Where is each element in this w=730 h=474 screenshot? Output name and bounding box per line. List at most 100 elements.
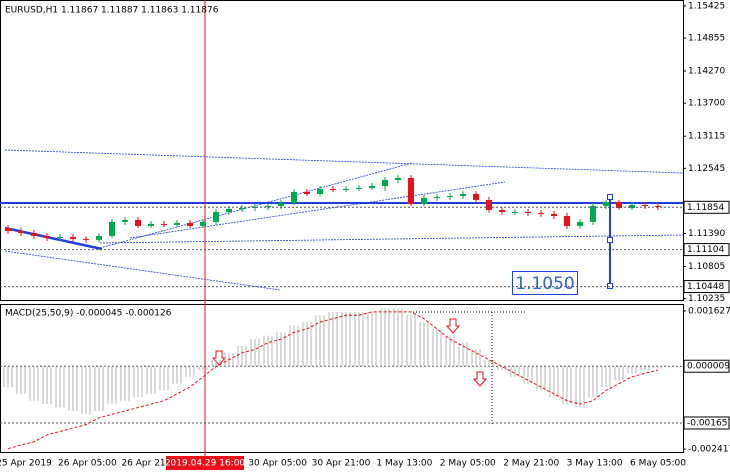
chart-title: EURUSD,H1 1.11867 1.11887 1.11863 1.1187… — [5, 6, 219, 16]
crosshair-label: 2019.04.29 16:00 — [165, 459, 246, 469]
x-tick-label: 30 Apr 05:00 — [248, 459, 307, 469]
candle-body — [408, 177, 414, 204]
annotation-box — [512, 271, 578, 295]
candle-body — [330, 188, 336, 190]
candle-body — [174, 222, 180, 225]
candle-body — [5, 227, 11, 231]
y-tick-label: 0.001627 — [688, 306, 730, 316]
y-tick-label: 1.10235 — [688, 294, 725, 304]
candle-body — [122, 219, 128, 222]
x-tick-label: 2 May 21:00 — [503, 459, 559, 469]
candle-body — [109, 221, 115, 236]
y-tick-label: 1.10805 — [688, 262, 725, 272]
candle-body — [304, 191, 310, 194]
candle-body — [18, 230, 24, 233]
level-box — [683, 243, 730, 257]
arrow — [472, 371, 488, 387]
candle-body — [83, 238, 89, 240]
candle-body — [252, 206, 258, 208]
y-tick-label: 1.11390 — [688, 229, 725, 239]
candle-body — [161, 223, 167, 225]
candle-body — [226, 208, 232, 212]
level-box — [683, 280, 730, 294]
candle-body — [31, 232, 37, 236]
arrow — [445, 318, 461, 334]
candle-body — [512, 211, 518, 213]
candle-body — [291, 191, 297, 203]
trend-line — [4, 250, 281, 291]
level-label: 0.000009 — [687, 362, 730, 372]
x-tick-label: 2 May 05:00 — [440, 459, 496, 469]
candle-body — [44, 235, 50, 238]
macd-panel — [0, 304, 684, 453]
signal-line — [7, 311, 659, 450]
price-panel — [0, 0, 684, 301]
candle-body — [265, 205, 271, 207]
candle-body — [564, 215, 570, 226]
y-tick-label: 1.14855 — [688, 34, 725, 44]
candle-body — [356, 187, 362, 189]
x-tick-label: 26 Apr 21:00 — [121, 459, 180, 469]
measure-handle — [607, 237, 613, 243]
candle-body — [434, 196, 440, 198]
candle-body — [343, 188, 349, 190]
trend-lines — [4, 149, 684, 291]
candle-body — [278, 202, 284, 206]
candle-body — [239, 207, 245, 209]
candle-body — [70, 236, 76, 239]
candle-body — [382, 179, 388, 186]
x-tick-label: 26 Apr 05:00 — [58, 459, 117, 469]
candle-body — [499, 209, 505, 212]
candle-body — [135, 219, 141, 226]
candle-body — [538, 212, 544, 214]
x-tick-label: 25 Apr 2019 — [0, 459, 52, 469]
candle-body — [96, 235, 102, 240]
measure-handle — [607, 194, 613, 200]
y-tick-label: 1.13700 — [688, 99, 725, 109]
y-tick-label: 1.14270 — [688, 67, 725, 77]
x-tick-label: 1 May 13:00 — [376, 459, 432, 469]
candle-body — [473, 193, 479, 200]
candle-body — [603, 201, 609, 206]
candle-body — [655, 205, 661, 207]
candle-body — [590, 205, 596, 222]
y-tick-label: 1.15425 — [688, 1, 725, 11]
candle-body — [200, 221, 206, 226]
candle-body — [447, 195, 453, 197]
candle-body — [187, 222, 193, 226]
level-label: 1.10448 — [687, 282, 724, 292]
annotation: 1.1050 — [515, 274, 574, 294]
x-tick-label: 30 Apr 21:00 — [312, 459, 371, 469]
y-tick-label: 1.13115 — [688, 132, 725, 142]
candle-body — [616, 201, 622, 208]
y-tick-label: 1.12545 — [688, 164, 725, 174]
candle-body — [421, 197, 427, 204]
level-label: 1.11104 — [687, 245, 724, 255]
candle-body — [486, 199, 492, 210]
measure-handle — [607, 283, 613, 289]
candle-body — [629, 204, 635, 208]
candle-body — [148, 223, 154, 226]
level-label: 1.11854 — [687, 203, 724, 213]
candle-body — [369, 185, 375, 188]
candle-body — [460, 193, 466, 196]
candle-body — [642, 204, 648, 206]
indicator-title: MACD(25,50,9) -0.000045 -0.000126 — [5, 309, 172, 319]
trend-line — [129, 181, 506, 239]
trend-line — [4, 149, 684, 174]
x-tick-label: 3 May 13:00 — [567, 459, 623, 469]
y-tick-label: -0.002417 — [688, 445, 730, 455]
trend-line — [99, 234, 684, 244]
candle-body — [317, 188, 323, 194]
candle-body — [213, 211, 219, 222]
candle-body — [525, 211, 531, 213]
crosshair-box — [166, 456, 244, 470]
level-box — [683, 416, 730, 430]
arrows — [211, 318, 488, 387]
level-box — [683, 200, 730, 214]
level-box — [683, 359, 730, 373]
candle-body — [551, 213, 557, 216]
candle-body — [395, 177, 401, 180]
